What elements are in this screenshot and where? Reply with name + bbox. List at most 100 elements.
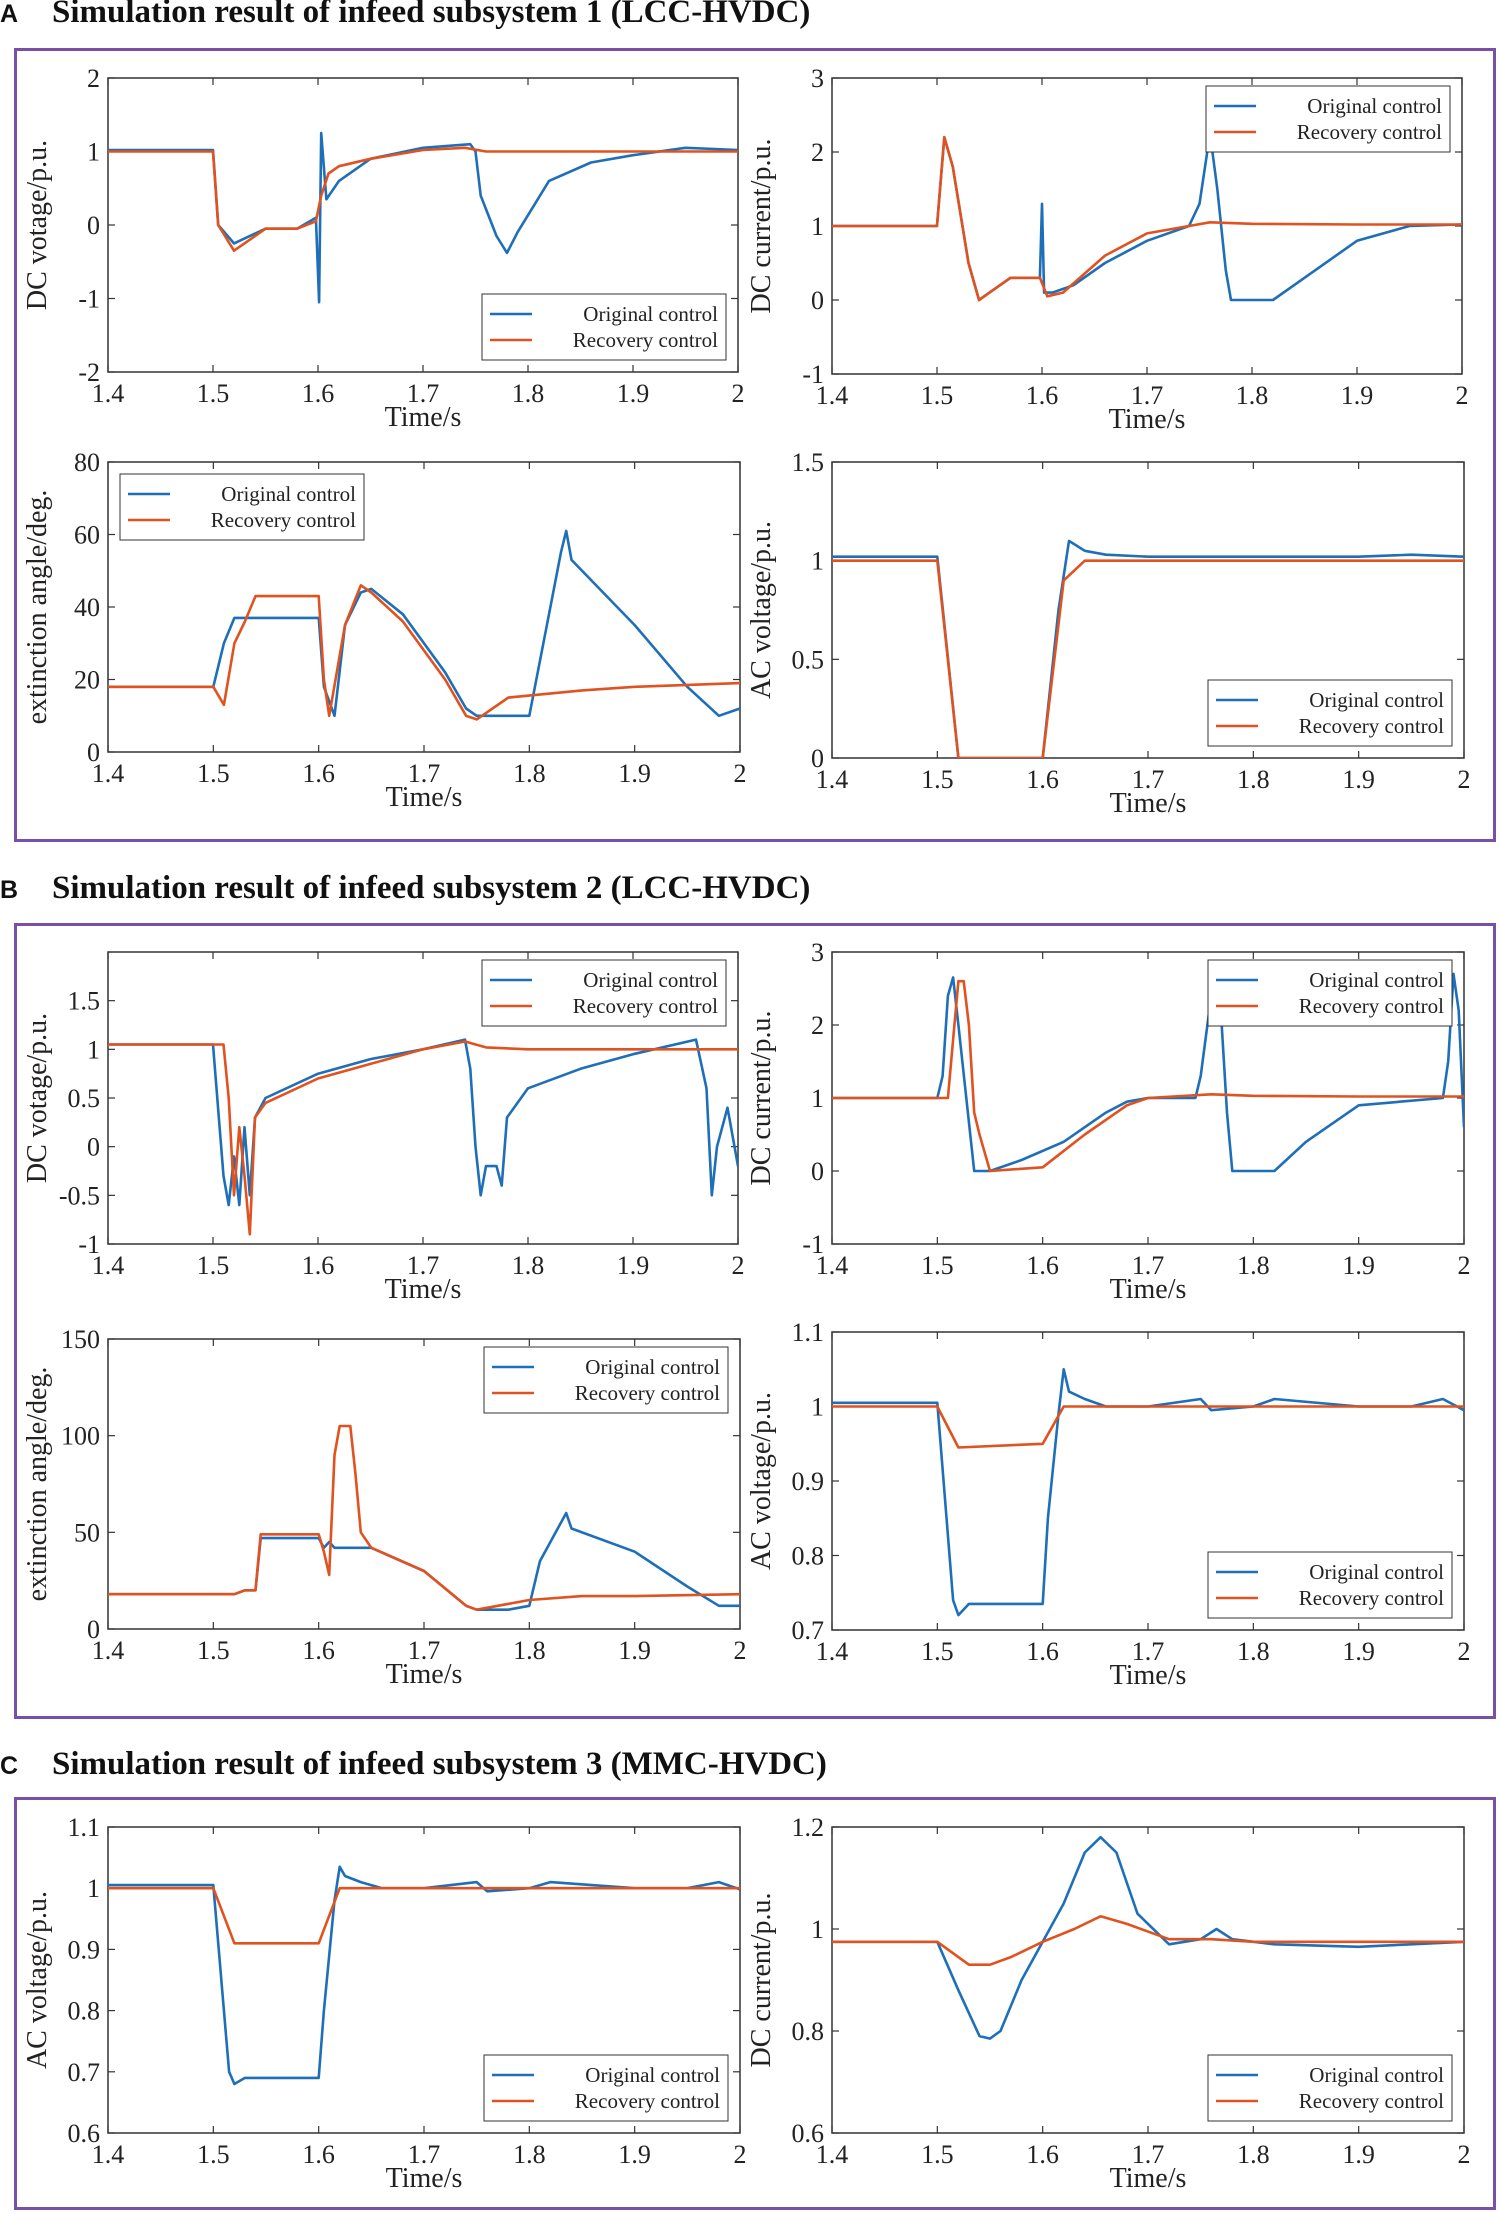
chart-a4: 1.4 1.5 1.6 1.7 1.8 1.9 2 0 0.5 1 1.5 Time/s AC volt… — [746, 448, 1471, 819]
legend-box — [1207, 679, 1453, 747]
x-tick-label: 1.6 — [1026, 765, 1059, 794]
legend-label: Original control — [1309, 2063, 1444, 2087]
y-tick-label: 80 — [74, 448, 100, 477]
y-tick-label: 1.1 — [68, 1813, 101, 1842]
y-tick-label: 2 — [87, 64, 100, 93]
y-tick-label: 100 — [61, 1422, 100, 1451]
x-axis-label: Time/s — [1110, 788, 1187, 819]
x-tick-label: 1.5 — [921, 381, 954, 410]
y-tick-label: 2 — [811, 1011, 824, 1040]
x-tick-label: 1.9 — [1342, 1251, 1375, 1280]
section-title-a: A Simulation result of infeed subsystem 1… — [0, 0, 810, 31]
x-tick-label: 1.4 — [816, 2140, 849, 2169]
y-tick-label: 0 — [87, 1615, 100, 1644]
section-letter: C — [0, 1752, 19, 1780]
legend-label: Original control — [221, 482, 356, 506]
y-tick-label: 0.9 — [792, 1467, 825, 1496]
y-tick-label: 0.6 — [68, 2119, 101, 2148]
y-tick-label: 0.8 — [792, 1542, 825, 1571]
x-tick-label: 1.8 — [1237, 1637, 1270, 1666]
x-tick-label: 1.4 — [92, 2140, 125, 2169]
legend-box — [119, 473, 365, 541]
legend-label: Recovery control — [1299, 994, 1444, 1018]
legend-label: Recovery control — [1297, 120, 1442, 144]
y-tick-label: 1.5 — [68, 987, 101, 1016]
y-tick-label: 3 — [811, 64, 824, 93]
y-tick-label: 1.2 — [792, 1813, 825, 1842]
x-tick-label: 1.5 — [197, 759, 230, 788]
y-tick-label: 0 — [811, 1157, 824, 1186]
x-tick-label: 1.4 — [92, 379, 125, 408]
x-axis-label: Time/s — [385, 402, 462, 433]
x-tick-label: 1.9 — [618, 759, 651, 788]
legend-box — [483, 1346, 729, 1414]
x-tick-label: 1.4 — [816, 381, 849, 410]
y-axis-label: AC voltage/p.u. — [22, 1891, 53, 2069]
x-tick-label: 1.8 — [513, 2140, 546, 2169]
y-tick-label: -2 — [78, 358, 100, 387]
y-tick-label: 0.9 — [68, 1935, 101, 1964]
series-line-recovery — [108, 583, 740, 721]
x-tick-label: 1.8 — [512, 379, 545, 408]
legend-label: Recovery control — [1299, 1586, 1444, 1610]
chart-b2: 1.4 1.5 1.6 1.7 1.8 1.9 2 -1 0 1 2 3 Time/s DC curren… — [746, 938, 1471, 1305]
x-tick-label: 1.6 — [302, 1636, 335, 1665]
y-tick-label: 1 — [87, 1035, 100, 1064]
x-axis-label: Time/s — [386, 782, 463, 813]
series-line-original — [108, 529, 740, 718]
series-line-recovery — [832, 559, 1464, 758]
y-axis-label: DC votage/p.u. — [22, 1013, 53, 1183]
y-tick-label: -0.5 — [59, 1181, 100, 1210]
y-axis-label: DC current/p.u. — [746, 139, 777, 314]
x-tick-label: 1.5 — [921, 1251, 954, 1280]
x-tick-label: 1.5 — [921, 765, 954, 794]
x-tick-label: 1.6 — [302, 759, 335, 788]
x-tick-label: 1.4 — [92, 759, 125, 788]
chart-b3: 1.4 1.5 1.6 1.7 1.8 1.9 2 0 50 100 150 Time/s extinc… — [22, 1325, 747, 1690]
y-tick-label: 0 — [811, 744, 824, 773]
x-tick-label: 1.8 — [1237, 2140, 1270, 2169]
y-tick-label: 0.5 — [792, 645, 825, 674]
y-tick-label: 1 — [811, 1393, 824, 1422]
legend-label: Original control — [585, 2063, 720, 2087]
x-tick-label: 2 — [734, 1636, 747, 1665]
x-tick-label: 1.5 — [921, 1637, 954, 1666]
series-line-recovery — [832, 1405, 1464, 1449]
x-tick-label: 1.7 — [407, 379, 440, 408]
y-axis-label: extinction angle/deg. — [22, 490, 53, 725]
y-tick-label: 0 — [87, 1133, 100, 1162]
x-tick-label: 1.6 — [1026, 381, 1059, 410]
legend-label: Original control — [1309, 968, 1444, 992]
series-line-recovery — [108, 146, 738, 252]
y-tick-label: 60 — [74, 521, 100, 550]
y-axis-label: DC current/p.u. — [746, 1893, 777, 2068]
x-axis-label: Time/s — [385, 1274, 462, 1305]
y-axis-label: DC current/p.u. — [746, 1011, 777, 1186]
x-tick-label: 1.7 — [1132, 765, 1165, 794]
y-tick-label: 1 — [811, 212, 824, 241]
y-axis-label: AC voltage/p.u. — [746, 521, 777, 699]
x-tick-label: 1.4 — [92, 1251, 125, 1280]
x-axis-label: Time/s — [1109, 404, 1186, 435]
chart-c1: 1.4 1.5 1.6 1.7 1.8 1.9 2 0.6 0.7 0.8 0.9 1 1.1 Time/… — [22, 1813, 747, 2194]
x-axis-label: Time/s — [1110, 1274, 1187, 1305]
x-tick-label: 1.7 — [408, 2140, 441, 2169]
x-axis-label: Time/s — [386, 1659, 463, 1690]
x-tick-label: 2 — [1458, 1251, 1471, 1280]
y-tick-label: 1 — [811, 1915, 824, 1944]
x-tick-label: 1.6 — [1026, 1637, 1059, 1666]
x-tick-label: 1.9 — [1342, 1637, 1375, 1666]
y-tick-label: 1 — [811, 1084, 824, 1113]
section-frame-c — [14, 1797, 1496, 2210]
legend-box — [481, 959, 727, 1027]
y-tick-label: -1 — [802, 360, 824, 389]
legend-label: Recovery control — [573, 328, 718, 352]
y-tick-label: 1 — [87, 1874, 100, 1903]
series-line-recovery — [832, 135, 1462, 302]
